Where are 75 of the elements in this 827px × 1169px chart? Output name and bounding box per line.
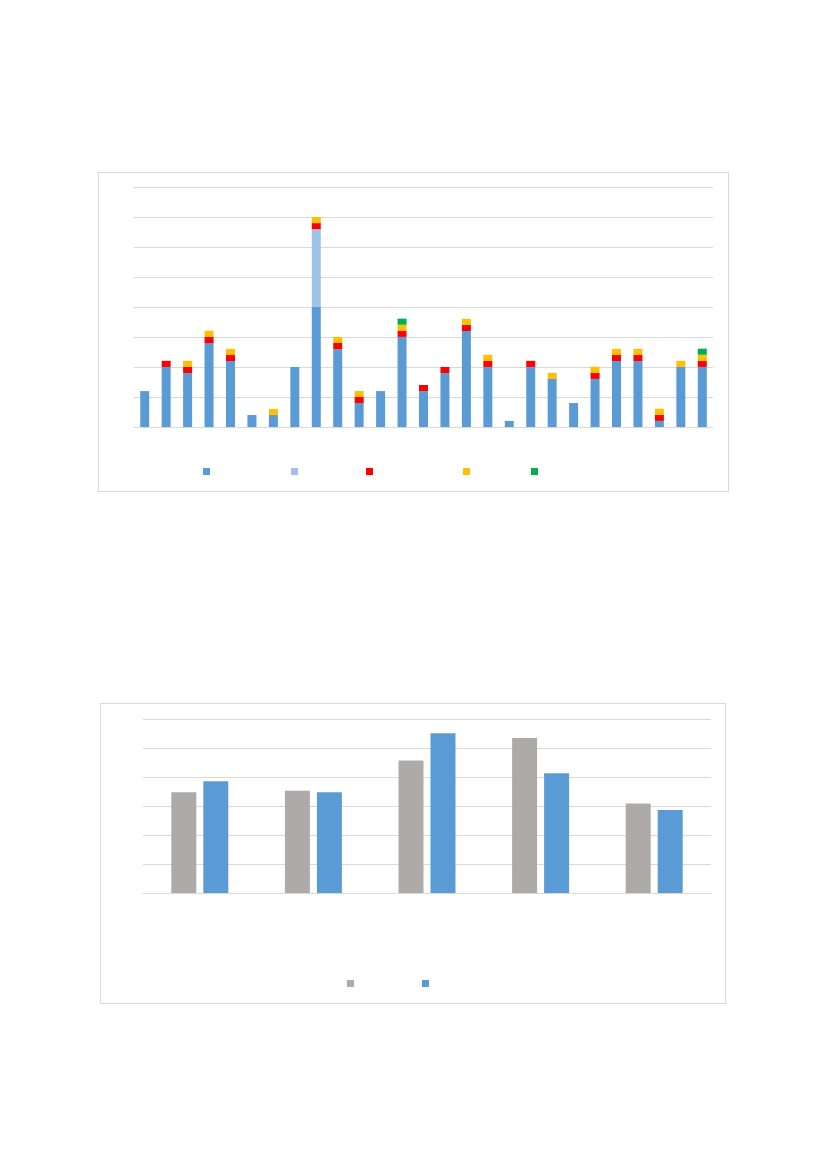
bar [204, 343, 214, 427]
bar [161, 366, 171, 427]
bar [483, 360, 493, 367]
bar [226, 354, 235, 362]
bar [397, 324, 407, 331]
bar [311, 217, 321, 224]
bar [430, 733, 456, 893]
bar [461, 318, 471, 325]
bar [440, 366, 450, 374]
bar [183, 366, 193, 374]
bar [654, 420, 664, 427]
bar [483, 354, 493, 361]
bar [183, 360, 193, 367]
bar [203, 781, 229, 893]
bar [461, 331, 471, 427]
bar [311, 223, 321, 230]
bar [569, 403, 579, 427]
bar [633, 361, 643, 427]
bar [697, 360, 707, 367]
bar [526, 360, 536, 367]
bar [376, 391, 386, 427]
bar [504, 420, 514, 427]
bar [284, 790, 310, 893]
bar [590, 378, 600, 427]
bar [268, 408, 278, 416]
bar [590, 372, 600, 379]
bar [547, 378, 557, 427]
bar [333, 336, 343, 343]
bar [547, 372, 557, 379]
bar [354, 403, 364, 427]
bar [590, 366, 600, 373]
bar [311, 229, 321, 308]
bar [676, 366, 686, 427]
bar [419, 391, 428, 427]
bar [316, 792, 342, 893]
bar [483, 366, 493, 427]
bar [183, 373, 193, 427]
bar [526, 366, 536, 427]
bar [512, 738, 538, 893]
bar [226, 348, 235, 355]
bar [161, 360, 171, 367]
bar [625, 803, 651, 893]
bar [397, 318, 407, 325]
bar [612, 361, 621, 427]
bar [654, 408, 664, 415]
bar [171, 792, 197, 893]
bar [633, 354, 643, 362]
bar [204, 330, 214, 337]
bar [461, 324, 471, 332]
bar [544, 773, 570, 893]
bar [612, 354, 621, 362]
bar [333, 343, 343, 350]
bar [676, 360, 686, 367]
bar [657, 809, 683, 893]
bar [398, 760, 424, 893]
bar [397, 330, 407, 337]
bar [354, 390, 364, 397]
bar [140, 391, 150, 427]
bar [311, 307, 321, 427]
bar [440, 373, 450, 427]
bar [354, 396, 364, 404]
bar [290, 366, 300, 427]
bar [633, 348, 643, 355]
bar [333, 349, 343, 427]
bar [419, 385, 428, 392]
bar [268, 415, 278, 427]
bar [247, 415, 257, 427]
bar [612, 348, 621, 355]
bar [697, 348, 707, 355]
bar [697, 366, 707, 427]
bar [654, 414, 664, 421]
bar [226, 361, 235, 427]
bar [204, 336, 214, 343]
bar [397, 336, 407, 427]
bar [697, 354, 707, 361]
